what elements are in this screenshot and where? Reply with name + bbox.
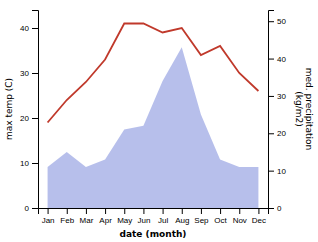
y2-axis: 0 10 20 30 40 50 — [268, 11, 286, 214]
tick-mark — [220, 208, 221, 214]
tick-mark — [201, 208, 202, 214]
tick-label: Sep — [194, 216, 209, 225]
tick-label: Jul — [158, 216, 168, 225]
y2-axis-title-line: med. precipitation — [304, 68, 314, 150]
axis-line — [32, 11, 39, 209]
tick-mark — [268, 59, 274, 60]
y2-axis-title-line: (kg/m2) — [294, 91, 304, 126]
axis-line — [269, 11, 275, 209]
tick-label: Nov — [233, 216, 247, 225]
tick-label: 20 — [277, 129, 286, 138]
tick: Dec — [252, 208, 266, 225]
tick: 20 — [20, 114, 38, 123]
tick: 10 — [20, 159, 38, 168]
line — [48, 24, 259, 123]
x-axis-title: date (month) — [120, 229, 187, 239]
chart: Jan Feb Mar Apr May Jun Jul Aug Sep Oct Nov Dec 0 10 2… — [0, 0, 318, 242]
tick: 20 — [268, 129, 286, 138]
tick-label: May — [117, 216, 132, 225]
tick-mark — [268, 96, 274, 97]
tick-label: 40 — [20, 24, 29, 33]
area — [48, 47, 259, 208]
tick: 10 — [268, 167, 286, 176]
tick-mark — [48, 208, 49, 214]
tick-mark — [124, 208, 125, 214]
tick-mark — [143, 208, 144, 214]
tick: Jun — [137, 208, 150, 225]
tick-label: Apr — [99, 216, 112, 225]
tick: Nov — [233, 208, 247, 225]
tick-label: 40 — [277, 55, 286, 64]
tick-mark — [163, 208, 164, 214]
tick: Apr — [99, 208, 112, 225]
tick: Aug — [175, 208, 189, 225]
tick-label: 20 — [20, 114, 29, 123]
marks — [48, 24, 259, 209]
y-axis-title: max temp (C) — [4, 78, 14, 140]
tick-label: 0 — [25, 204, 30, 213]
tick-label: Oct — [214, 216, 227, 225]
tick: May — [117, 208, 132, 225]
tick-label: Mar — [80, 216, 94, 225]
tick: 50 — [268, 17, 286, 26]
x-axis: Jan Feb Mar Apr May Jun Jul Aug Sep Oct Nov Dec — [39, 208, 269, 225]
tick: 40 — [20, 24, 38, 33]
tick: Jul — [158, 208, 168, 225]
tick: Feb — [60, 208, 74, 225]
tick: 0 — [268, 204, 282, 213]
tick: Sep — [194, 208, 209, 225]
tick-mark — [86, 208, 87, 214]
tick: 0 — [25, 204, 38, 213]
tick-label: Dec — [252, 216, 266, 225]
tick: 30 — [20, 69, 38, 78]
tick: 30 — [268, 92, 286, 101]
tick-mark — [182, 208, 183, 214]
tick-mark — [32, 208, 38, 209]
tick-label: Aug — [175, 216, 189, 225]
tick: Mar — [80, 208, 94, 225]
tick-mark — [258, 208, 259, 214]
tick-mark — [105, 208, 106, 214]
tick-mark — [268, 171, 274, 172]
tick-mark — [32, 163, 38, 164]
tick-mark — [32, 118, 38, 119]
tick-label: 30 — [277, 92, 286, 101]
tick-mark — [268, 208, 274, 209]
tick-label: Jan — [42, 216, 55, 225]
tick-label: 50 — [277, 17, 286, 26]
tick-mark — [67, 208, 68, 214]
y-axis: 0 10 20 30 40 — [20, 11, 38, 214]
tick: Jan — [42, 208, 55, 225]
tick-mark — [268, 133, 274, 134]
tick-mark — [32, 73, 38, 74]
tick: 40 — [268, 55, 286, 64]
y2-axis-title: med. precipitation(kg/m2) — [294, 68, 314, 150]
tick-mark — [32, 28, 38, 29]
tick-label: 30 — [20, 69, 29, 78]
tick: Oct — [214, 208, 227, 225]
tick-label: 0 — [277, 204, 282, 213]
tick-label: 10 — [277, 167, 286, 176]
tick-mark — [268, 21, 274, 22]
axis-line — [39, 209, 269, 215]
tick-label: Feb — [60, 216, 74, 225]
tick-label: 10 — [20, 159, 29, 168]
tick-mark — [239, 208, 240, 214]
plot: Jan Feb Mar Apr May Jun Jul Aug Sep Oct Nov Dec 0 10 2… — [4, 11, 314, 240]
tick-label: Jun — [137, 216, 150, 225]
